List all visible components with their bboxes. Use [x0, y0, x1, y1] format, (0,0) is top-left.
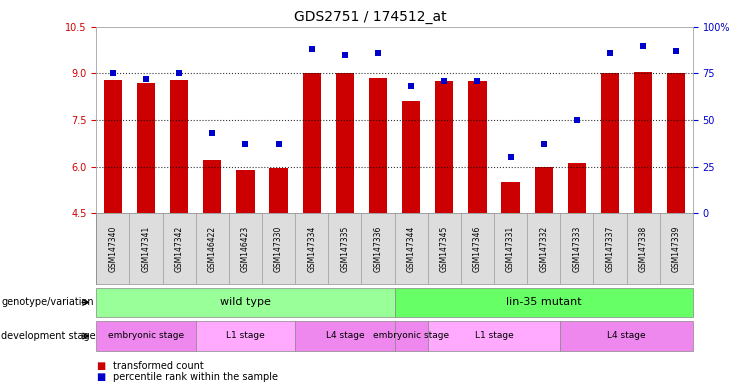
- Bar: [502, 182, 519, 213]
- Bar: [402, 101, 420, 213]
- Text: GSM147339: GSM147339: [672, 225, 681, 272]
- Bar: [170, 79, 188, 213]
- Text: GSM147331: GSM147331: [506, 225, 515, 272]
- Text: GSM147346: GSM147346: [473, 225, 482, 272]
- Bar: [395, 321, 428, 351]
- Bar: [196, 321, 295, 351]
- Bar: [270, 168, 288, 213]
- Text: GSM147345: GSM147345: [440, 225, 449, 272]
- Bar: [534, 167, 553, 213]
- Bar: [468, 81, 487, 213]
- Text: GSM147337: GSM147337: [605, 225, 614, 272]
- Text: development stage: development stage: [1, 331, 96, 341]
- Bar: [560, 321, 693, 351]
- Bar: [203, 161, 222, 213]
- Text: ■: ■: [96, 361, 105, 371]
- Text: embryonic stage: embryonic stage: [373, 331, 449, 341]
- Text: GSM147332: GSM147332: [539, 225, 548, 272]
- Bar: [236, 170, 255, 213]
- Bar: [137, 83, 155, 213]
- Bar: [302, 73, 321, 213]
- Text: GSM146422: GSM146422: [207, 225, 217, 272]
- Bar: [369, 78, 387, 213]
- Text: transformed count: transformed count: [113, 361, 203, 371]
- Bar: [96, 288, 394, 317]
- Text: percentile rank within the sample: percentile rank within the sample: [113, 372, 278, 382]
- Text: GSM147336: GSM147336: [373, 225, 382, 272]
- Text: L4 stage: L4 stage: [325, 331, 364, 341]
- Bar: [601, 73, 619, 213]
- Bar: [634, 72, 652, 213]
- Text: L1 stage: L1 stage: [475, 331, 514, 341]
- Bar: [395, 288, 693, 317]
- Text: lin-35 mutant: lin-35 mutant: [506, 297, 582, 308]
- Text: GSM147330: GSM147330: [274, 225, 283, 272]
- Text: GSM147344: GSM147344: [407, 225, 416, 272]
- Text: ■: ■: [96, 372, 105, 382]
- Text: GDS2751 / 174512_at: GDS2751 / 174512_at: [294, 10, 447, 23]
- Bar: [295, 321, 395, 351]
- Text: L4 stage: L4 stage: [607, 331, 646, 341]
- Text: GSM147340: GSM147340: [108, 225, 117, 272]
- Bar: [336, 73, 354, 213]
- Text: embryonic stage: embryonic stage: [108, 331, 184, 341]
- Text: GSM146423: GSM146423: [241, 225, 250, 272]
- Text: GSM147342: GSM147342: [175, 225, 184, 272]
- Bar: [435, 81, 453, 213]
- Text: GSM147341: GSM147341: [142, 225, 150, 272]
- Text: genotype/variation: genotype/variation: [1, 297, 94, 308]
- Bar: [104, 79, 122, 213]
- Text: GSM147335: GSM147335: [340, 225, 349, 272]
- Text: GSM147338: GSM147338: [639, 225, 648, 272]
- Text: L1 stage: L1 stage: [226, 331, 265, 341]
- Text: GSM147333: GSM147333: [572, 225, 582, 272]
- Bar: [428, 321, 560, 351]
- Bar: [667, 73, 685, 213]
- Text: wild type: wild type: [220, 297, 271, 308]
- Bar: [568, 164, 586, 213]
- Bar: [96, 321, 196, 351]
- Text: GSM147334: GSM147334: [308, 225, 316, 272]
